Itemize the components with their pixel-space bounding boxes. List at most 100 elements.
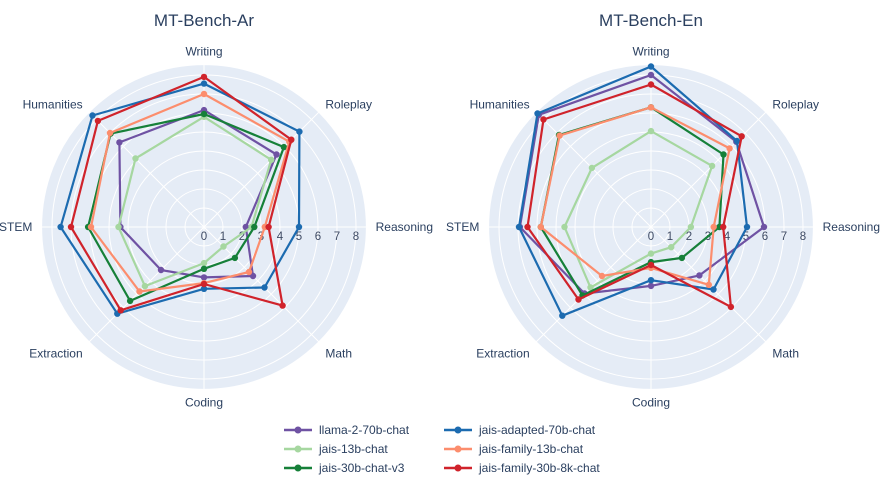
legend-item-jais-adapted-70b-chat[interactable]: jais-adapted-70b-chat — [443, 420, 600, 439]
marker-jais-family-13b-chat-roleplay — [726, 145, 733, 152]
radar-chart-ar: MT-Bench-Ar0 1 2 3 4 5 6 7 8WritingRoleplayReaso… — [0, 11, 433, 410]
legend-label: jais-family-13b-chat — [479, 441, 584, 456]
marker-jais-30b-chat-v3-coding — [200, 265, 208, 272]
legend-swatch-icon — [444, 464, 472, 471]
radial-tick-label: 2 — [239, 231, 245, 243]
category-label-extraction: Extraction — [29, 346, 82, 360]
marker-llama-2-70b-chat-coding — [647, 282, 655, 290]
category-label-roleplay: Roleplay — [772, 98, 819, 112]
category-label-roleplay: Roleplay — [325, 98, 372, 112]
radial-tick-label: 7 — [781, 231, 787, 243]
category-label-coding: Coding — [185, 396, 223, 410]
marker-jais-30b-chat-v3-math — [678, 254, 686, 262]
marker-jais-13b-chat-stem — [115, 223, 122, 231]
marker-jais-family-30b-8k-chat-math — [727, 303, 735, 311]
category-label-reasoning: Reasoning — [823, 220, 880, 234]
marker-jais-adapted-70b-chat-humanities — [89, 112, 96, 119]
marker-jais-adapted-70b-chat-math — [261, 284, 268, 291]
marker-jais-family-30b-8k-chat-reasoning — [265, 223, 272, 231]
marker-jais-family-13b-chat-math — [705, 281, 712, 288]
legend-label: llama-2-70b-chat — [319, 422, 410, 437]
marker-jais-13b-chat-math — [668, 244, 675, 251]
marker-jais-13b-chat-writing — [647, 127, 655, 135]
legend-label: jais-family-30b-8k-chat — [479, 460, 600, 475]
marker-jais-family-30b-8k-chat-extraction — [575, 296, 582, 303]
legend-item-jais-30b-chat-v3[interactable]: jais-30b-chat-v3 — [283, 458, 443, 477]
legend-swatch-icon — [284, 445, 312, 452]
marker-jais-30b-chat-v3-extraction — [126, 297, 134, 305]
marker-jais-adapted-70b-chat-stem — [515, 223, 523, 231]
radial-tick-label: 5 — [743, 231, 749, 243]
legend-item-jais-13b-chat[interactable]: jais-13b-chat — [283, 439, 443, 458]
marker-jais-family-30b-8k-chat-humanities — [94, 117, 102, 125]
marker-jais-13b-chat-humanities — [588, 164, 596, 172]
marker-jais-adapted-70b-chat-humanities — [534, 110, 541, 117]
marker-jais-adapted-70b-chat-roleplay — [733, 137, 741, 145]
marker-llama-2-70b-chat-math — [249, 272, 257, 280]
marker-llama-2-70b-chat-reasoning — [760, 223, 768, 231]
marker-jais-family-13b-chat-reasoning — [710, 223, 717, 231]
marker-jais-30b-chat-v3-roleplay — [280, 143, 288, 151]
marker-jais-13b-chat-roleplay — [708, 162, 716, 170]
legend-swatch-icon — [284, 426, 312, 433]
marker-jais-family-30b-8k-chat-stem — [524, 223, 531, 231]
marker-jais-adapted-70b-chat-coding — [647, 277, 655, 284]
marker-jais-13b-chat-extraction — [141, 282, 149, 290]
marker-jais-30b-chat-v3-reasoning — [251, 223, 258, 231]
marker-jais-adapted-70b-chat-reasoning — [743, 223, 751, 231]
category-label-math: Math — [772, 346, 799, 360]
legend-label: jais-13b-chat — [319, 441, 388, 456]
marker-jais-family-30b-8k-chat-writing — [647, 81, 655, 88]
marker-llama-2-70b-chat-writing — [647, 71, 655, 79]
radial-tick-label: 5 — [296, 231, 302, 243]
marker-jais-family-30b-8k-chat-roleplay — [738, 133, 745, 140]
radial-tick-label: 2 — [686, 231, 692, 243]
radial-tick-label: 4 — [277, 231, 284, 243]
marker-jais-family-30b-8k-chat-writing — [200, 73, 208, 81]
marker-llama-2-70b-chat-extraction — [157, 266, 165, 274]
series-jais-family-30b-8k-chat — [67, 73, 295, 314]
marker-jais-adapted-70b-chat-extraction — [559, 312, 566, 319]
marker-jais-13b-chat-roleplay — [268, 156, 275, 163]
marker-jais-30b-chat-v3-roleplay — [720, 151, 727, 158]
marker-jais-family-13b-chat-math — [245, 268, 253, 276]
category-label-writing: Writing — [185, 44, 222, 58]
marker-jais-family-13b-chat-writing — [200, 90, 208, 98]
chart-legend: llama-2-70b-chat jais-13b-chat jais-30b-ch… — [283, 420, 600, 477]
category-label-stem: STEM — [0, 220, 32, 234]
marker-llama-2-70b-chat-humanities — [116, 139, 123, 146]
legend-column-0: llama-2-70b-chat jais-13b-chat jais-30b-ch… — [283, 420, 443, 477]
marker-llama-2-70b-chat-roleplay — [273, 151, 280, 158]
legend-item-llama-2-70b-chat[interactable]: llama-2-70b-chat — [283, 420, 443, 439]
radial-tick-label: 4 — [724, 231, 731, 243]
radial-tick-label: 7 — [334, 231, 340, 243]
legend-label: jais-30b-chat-v3 — [319, 460, 405, 475]
grid-spoke — [650, 111, 767, 228]
marker-jais-family-13b-chat-humanities — [556, 132, 563, 139]
marker-jais-adapted-70b-chat-coding — [200, 285, 208, 292]
series-jais-13b-chat — [561, 127, 716, 291]
legend-swatch-icon — [444, 426, 472, 433]
marker-jais-adapted-70b-chat-writing — [200, 80, 208, 87]
category-label-math: Math — [325, 346, 352, 360]
legend-item-jais-family-13b-chat[interactable]: jais-family-13b-chat — [443, 439, 600, 458]
category-label-coding: Coding — [632, 396, 670, 410]
marker-jais-30b-chat-v3-math — [231, 254, 239, 262]
radial-tick-label: 0 — [201, 231, 207, 243]
marker-jais-family-30b-8k-chat-roleplay — [288, 136, 295, 143]
marker-jais-family-30b-8k-chat-math — [279, 302, 286, 309]
marker-jais-family-30b-8k-chat-reasoning — [720, 223, 727, 231]
series-jais-family-30b-8k-chat — [524, 81, 745, 311]
marker-jais-13b-chat-extraction — [587, 284, 594, 291]
marker-jais-13b-chat-coding — [200, 259, 208, 267]
marker-jais-adapted-70b-chat-writing — [647, 63, 655, 70]
marker-jais-family-30b-8k-chat-coding — [200, 280, 208, 288]
marker-jais-adapted-70b-chat-stem — [57, 223, 64, 231]
grid-spoke — [535, 226, 652, 343]
legend-item-jais-family-30b-8k-chat[interactable]: jais-family-30b-8k-chat — [443, 458, 600, 477]
series-jais-adapted-70b-chat — [57, 80, 303, 317]
marker-jais-family-13b-chat-extraction — [136, 288, 143, 295]
series-jais-adapted-70b-chat — [515, 63, 751, 319]
marker-jais-family-13b-chat-stem — [537, 223, 544, 231]
